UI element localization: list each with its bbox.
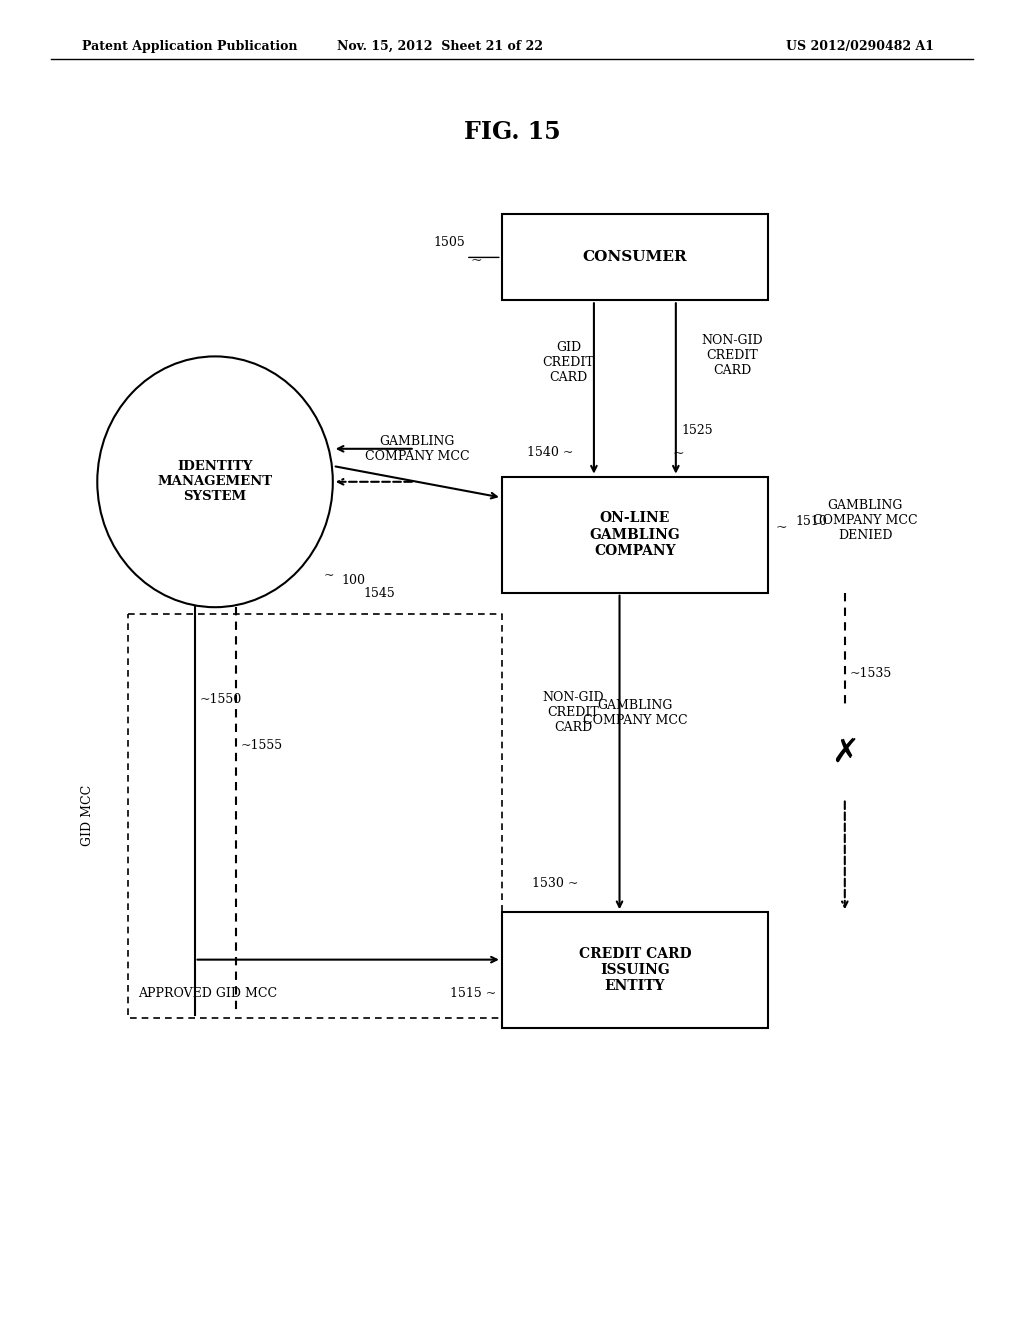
Text: CONSUMER: CONSUMER [583,251,687,264]
Text: ✗: ✗ [830,737,859,768]
Text: 100: 100 [341,574,365,587]
Text: ~: ~ [324,569,334,582]
Text: GAMBLING
COMPANY MCC: GAMBLING COMPANY MCC [365,434,470,463]
Text: US 2012/0290482 A1: US 2012/0290482 A1 [786,40,934,53]
Text: 1515 ~: 1515 ~ [451,987,497,1001]
Text: ~: ~ [775,521,787,535]
Text: FIG. 15: FIG. 15 [464,120,560,144]
Text: ~: ~ [672,447,684,461]
Text: 1545: 1545 [364,587,395,601]
Text: 1540 ~: 1540 ~ [527,446,573,459]
Text: GAMBLING
COMPANY MCC
DENIED: GAMBLING COMPANY MCC DENIED [813,499,918,541]
Text: ON-LINE
GAMBLING
COMPANY: ON-LINE GAMBLING COMPANY [590,511,680,558]
Text: NON-GID
CREDIT
CARD: NON-GID CREDIT CARD [701,334,763,378]
Bar [502,477,768,593]
Text: 1530 ~: 1530 ~ [532,876,579,890]
Text: 1525: 1525 [681,424,713,437]
Text: GID
CREDIT
CARD: GID CREDIT CARD [543,341,594,384]
Text: APPROVED GID MCC: APPROVED GID MCC [138,987,278,1001]
Bar [502,912,768,1028]
Text: ~: ~ [470,255,482,268]
Text: NON-GID
CREDIT
CARD: NON-GID CREDIT CARD [543,692,604,734]
Text: GID MCC: GID MCC [81,785,93,846]
Text: ~1535: ~1535 [850,667,892,680]
Text: ~1555: ~1555 [241,739,283,752]
Text: Patent Application Publication: Patent Application Publication [82,40,297,53]
Text: 1505: 1505 [433,236,465,249]
Text: ~1550: ~1550 [200,693,242,706]
Text: 1510: 1510 [796,515,827,528]
Text: IDENTITY
MANAGEMENT
SYSTEM: IDENTITY MANAGEMENT SYSTEM [158,461,272,503]
Text: CREDIT CARD
ISSUING
ENTITY: CREDIT CARD ISSUING ENTITY [579,946,691,994]
Bar [502,214,768,300]
Text: GAMBLING
COMPANY MCC: GAMBLING COMPANY MCC [583,698,687,727]
Ellipse shape [97,356,333,607]
Text: Nov. 15, 2012  Sheet 21 of 22: Nov. 15, 2012 Sheet 21 of 22 [337,40,544,53]
